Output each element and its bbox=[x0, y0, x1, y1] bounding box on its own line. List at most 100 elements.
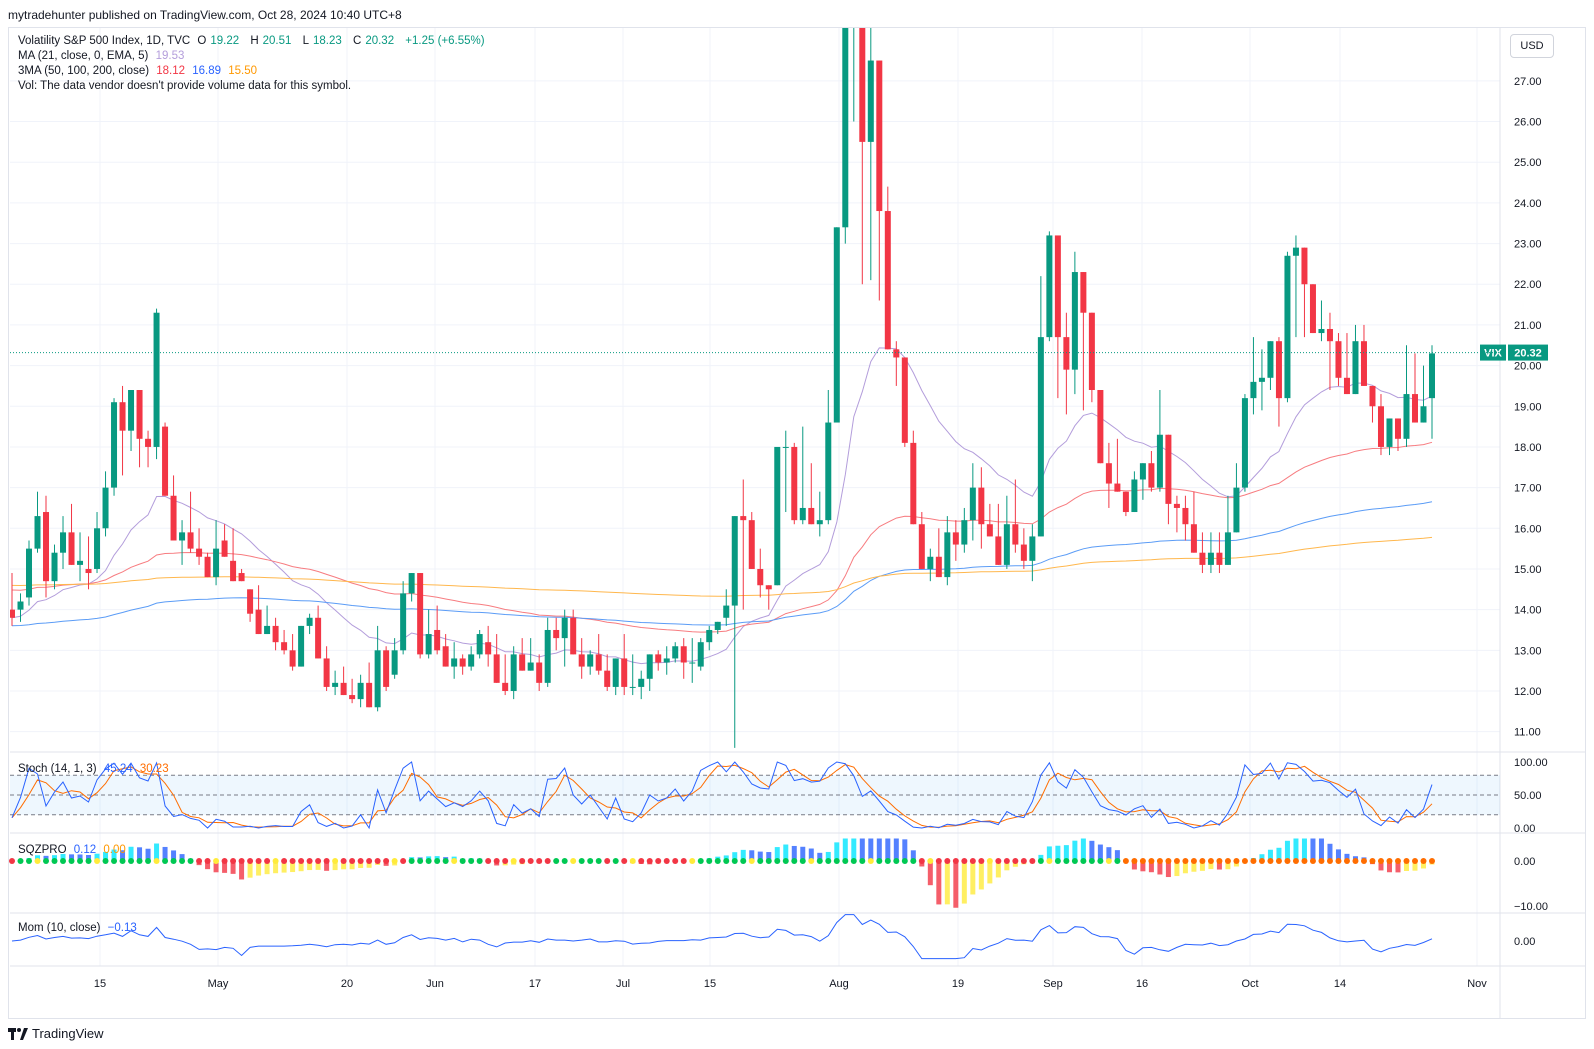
candle-body bbox=[324, 658, 330, 686]
sqz-dot bbox=[621, 858, 627, 864]
sqz-bar bbox=[885, 839, 890, 862]
candle bbox=[290, 634, 296, 671]
candle-body bbox=[1361, 341, 1367, 386]
sqzpro-pane: 0.00 −10.00 bbox=[9, 839, 1548, 914]
candle-body bbox=[1293, 248, 1299, 256]
currency-button[interactable]: USD bbox=[1510, 34, 1554, 58]
sqz-dot bbox=[120, 858, 126, 864]
candle-body bbox=[1012, 524, 1018, 544]
candle bbox=[230, 528, 236, 581]
candle bbox=[638, 671, 644, 699]
candle-body bbox=[400, 593, 406, 650]
candle-body bbox=[137, 390, 143, 439]
price-tick-label: 12.00 bbox=[1514, 686, 1542, 698]
candle-body bbox=[978, 488, 984, 525]
candle bbox=[1420, 366, 1426, 423]
candle-body bbox=[1021, 545, 1027, 561]
symbol-line: Volatility S&P 500 Index, 1D, TVC O 19.22… bbox=[18, 35, 489, 47]
candle-body bbox=[1403, 394, 1409, 439]
candle bbox=[239, 569, 245, 581]
candle-body bbox=[672, 646, 678, 658]
candle bbox=[179, 520, 185, 565]
candle bbox=[1012, 479, 1018, 552]
candle-body bbox=[885, 211, 891, 349]
candle-body bbox=[1199, 553, 1205, 565]
candle-body bbox=[256, 610, 262, 634]
candle bbox=[1369, 386, 1375, 423]
sqz-dot bbox=[1225, 858, 1231, 864]
candle-body bbox=[936, 557, 942, 577]
candle-body bbox=[52, 553, 58, 581]
sqz-dot bbox=[69, 858, 75, 864]
candle-body bbox=[1097, 390, 1103, 463]
candle bbox=[791, 443, 797, 524]
candle bbox=[1412, 353, 1418, 422]
candle bbox=[1276, 337, 1282, 426]
sqz-dot bbox=[825, 858, 831, 864]
time-tick-label: Aug bbox=[829, 978, 849, 990]
candle bbox=[9, 573, 15, 626]
stoch-k-value: 45.24 bbox=[104, 763, 133, 775]
sqz-dot bbox=[766, 858, 772, 864]
candle-body bbox=[1157, 435, 1163, 488]
candle-body bbox=[502, 683, 508, 691]
sqz-dot bbox=[519, 858, 525, 864]
candle bbox=[868, 0, 874, 280]
candle-body bbox=[876, 61, 882, 211]
sqz-dot bbox=[511, 858, 517, 864]
candle bbox=[1063, 313, 1069, 415]
candle bbox=[621, 634, 627, 695]
sqz-dot bbox=[1395, 858, 1401, 864]
candle-body bbox=[919, 524, 925, 569]
candle-body bbox=[621, 658, 627, 686]
candle-body bbox=[689, 663, 695, 664]
candles bbox=[9, 0, 1435, 748]
candle bbox=[1386, 418, 1392, 455]
sqz-dot bbox=[1267, 858, 1273, 864]
candle bbox=[1395, 418, 1401, 451]
sqz-bar bbox=[936, 861, 941, 904]
sqz-dot bbox=[366, 858, 372, 864]
sqz-dot bbox=[834, 858, 840, 864]
sqz-dot bbox=[655, 858, 661, 864]
sqz-dot bbox=[545, 858, 551, 864]
candle bbox=[1208, 532, 1214, 573]
candle bbox=[324, 646, 330, 691]
sqz-dot bbox=[902, 858, 908, 864]
candle bbox=[681, 638, 687, 679]
momentum-pane: 0.00 bbox=[12, 915, 1535, 959]
price-tick-label: 17.00 bbox=[1514, 483, 1542, 495]
sqz-bar bbox=[945, 861, 950, 904]
candle-body bbox=[1335, 341, 1341, 378]
candle bbox=[706, 626, 712, 650]
candle-body bbox=[179, 532, 185, 540]
sqz-dot bbox=[451, 858, 457, 864]
candle-body bbox=[1301, 248, 1307, 285]
sqz-dot bbox=[400, 858, 406, 864]
sqz-dot bbox=[528, 858, 534, 864]
sqz-dot bbox=[52, 858, 58, 864]
candle bbox=[1250, 337, 1256, 414]
candle bbox=[205, 553, 211, 577]
candle bbox=[162, 423, 168, 496]
candle-body bbox=[86, 569, 92, 573]
candle bbox=[1199, 532, 1205, 573]
sqz-dot bbox=[851, 858, 857, 864]
candle-body bbox=[545, 630, 551, 683]
price-axis: 11.0012.0013.0014.0015.0016.0017.0018.00… bbox=[1480, 28, 1548, 1018]
candle-body bbox=[1310, 284, 1316, 333]
candle-body bbox=[417, 573, 423, 654]
sqz-dot bbox=[1089, 858, 1095, 864]
candle-body bbox=[698, 642, 704, 666]
sqz-dot bbox=[1378, 858, 1384, 864]
close-label: C bbox=[353, 35, 361, 47]
candle-body bbox=[868, 61, 874, 142]
candle bbox=[1310, 284, 1316, 333]
sqz-dot bbox=[1038, 858, 1044, 864]
sqz-dot bbox=[800, 858, 806, 864]
candle-body bbox=[808, 508, 814, 524]
candle-body bbox=[409, 573, 415, 593]
sqz-dot bbox=[842, 858, 848, 864]
sqz-dot bbox=[383, 858, 389, 864]
